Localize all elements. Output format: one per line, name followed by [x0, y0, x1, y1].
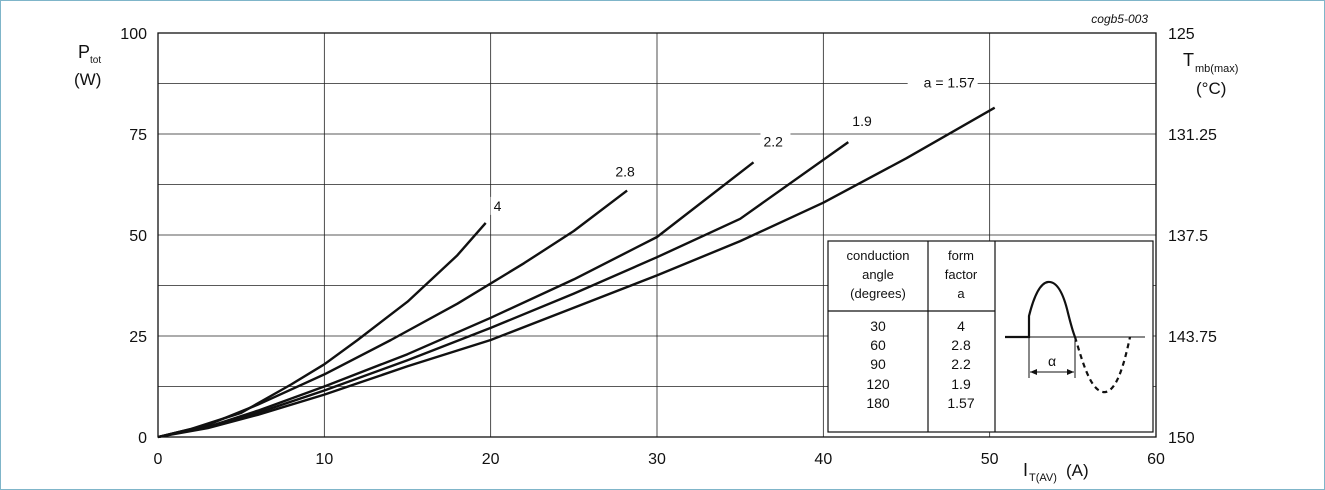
y-axis-symbol: P [78, 42, 90, 62]
y-tick-label: 75 [129, 127, 147, 144]
y2-axis-symbol: T [1183, 50, 1194, 70]
series-label: a = 1.57 [924, 75, 975, 91]
series-label: 1.9 [852, 113, 872, 129]
x-axis-subscript: T(AV) [1029, 472, 1057, 484]
table-factor-1-9: 1.9 [951, 376, 971, 392]
conduction-table: conduction angle (degrees) form factor a… [827, 240, 1154, 433]
table-header-factor-2: factor [945, 267, 978, 282]
series-curve [157, 161, 755, 439]
x-axis-symbol: I [1023, 460, 1028, 480]
y2-tick-label: 150 [1168, 430, 1195, 447]
y2-axis-subscript: mb(max) [1195, 63, 1238, 75]
table-angle-180: 180 [866, 395, 890, 411]
y2-axis-title: T mb(max) (°C) [1183, 50, 1238, 98]
alpha-symbol: α [1048, 353, 1056, 369]
x-tick-label: 60 [1147, 451, 1165, 468]
table-factor-4: 4 [957, 318, 965, 334]
x-axis-unit: (A) [1066, 461, 1089, 480]
series-label: 2.2 [763, 133, 783, 149]
table-factor-1-57: 1.57 [947, 395, 974, 411]
table-factor-2-2: 2.2 [951, 356, 971, 372]
y-axis-title: P tot (W) [74, 42, 101, 89]
tick-labels: 0 10 20 30 40 50 60 0 25 50 75 100 150 143.75 137.5 131… [120, 26, 1217, 468]
table-header-angle-2: angle [862, 267, 894, 282]
series-label-bg [907, 73, 978, 92]
table-angle-120: 120 [866, 376, 890, 392]
series-curves [157, 106, 996, 439]
table-factor-2-8: 2.8 [951, 337, 971, 353]
waveform-positive-half [1005, 280, 1077, 339]
y-tick-label: 100 [120, 26, 147, 43]
y-axis-unit: (W) [74, 70, 101, 89]
y-axis-subscript: tot [90, 55, 101, 66]
alpha-arrowhead-right [1067, 369, 1074, 375]
y-tick-label: 50 [129, 228, 147, 245]
y-tick-label: 25 [129, 329, 147, 346]
figure-code: cogb5-003 [1091, 12, 1148, 26]
waveform-diagram: α [1005, 280, 1145, 394]
x-tick-label: 50 [981, 451, 999, 468]
series-curve [157, 222, 487, 439]
x-axis-title: I T(AV) (A) [1023, 460, 1089, 484]
table-angle-30: 30 [870, 318, 886, 334]
plot-area-border [157, 32, 1157, 438]
series-label: 2.8 [615, 164, 635, 180]
series-label-bg [760, 132, 791, 151]
x-tick-label: 0 [154, 451, 163, 468]
series-curve [157, 106, 996, 439]
y2-tick-label: 137.5 [1168, 228, 1208, 245]
table-header-factor-3: a [957, 286, 965, 301]
x-tick-label: 30 [648, 451, 666, 468]
series-label: 4 [494, 198, 502, 214]
series-curve [157, 189, 628, 439]
table-header-factor-1: form [948, 248, 974, 263]
series-label-bg [849, 112, 880, 131]
grid [158, 33, 1156, 437]
series-curve [157, 141, 849, 439]
x-tick-label: 10 [315, 451, 333, 468]
waveform-negative-half [1073, 336, 1132, 394]
table-angle-90: 90 [870, 356, 886, 372]
table-angle-60: 60 [870, 337, 886, 353]
y2-axis-unit: (°C) [1196, 79, 1226, 98]
alpha-arrowhead-left [1030, 369, 1037, 375]
x-tick-label: 20 [482, 451, 500, 468]
y2-tick-label: 143.75 [1168, 329, 1217, 346]
table-header-angle-1: conduction [847, 248, 910, 263]
y2-tick-label: 131.25 [1168, 127, 1217, 144]
table-header-angle-3: (degrees) [850, 286, 906, 301]
series-label-bg [490, 196, 505, 215]
series-labels: 4 2.8 2.2 1.9 a = 1.57 [490, 73, 978, 215]
y2-tick-label: 125 [1168, 26, 1195, 43]
x-tick-label: 40 [814, 451, 832, 468]
y-tick-label: 0 [138, 430, 147, 447]
series-label-bg [610, 162, 641, 181]
